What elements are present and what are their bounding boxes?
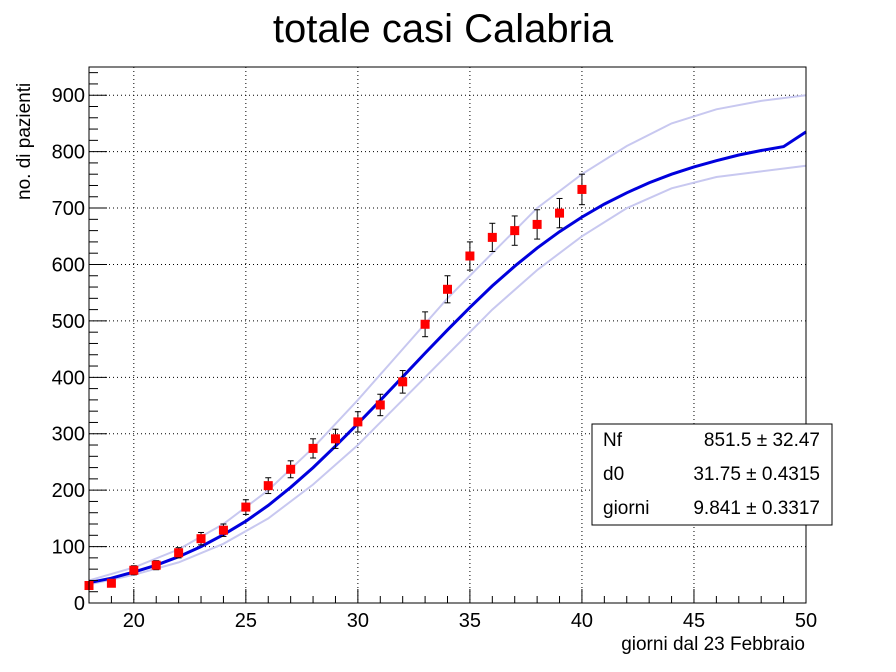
data-point	[443, 284, 452, 294]
stats-name-nf: Nf	[603, 430, 623, 451]
y-tick-label: 500	[52, 311, 85, 333]
chart-title: totale casi Calabria	[273, 7, 614, 51]
data-point	[129, 565, 139, 575]
y-axis-title: no. di pazienti	[14, 83, 35, 200]
x-tick-label: 25	[235, 610, 257, 632]
y-tick-label: 300	[52, 424, 85, 446]
x-axis-title: giorni dal 23 Febbraio	[621, 634, 805, 655]
x-tick-label: 20	[123, 610, 145, 632]
data-point	[263, 481, 273, 491]
y-tick-label: 100	[52, 537, 85, 559]
x-tick-label: 30	[347, 610, 369, 632]
data-point	[151, 560, 161, 570]
stats-name-d0: d0	[603, 464, 624, 485]
stats-value-giorni: 9.841 ± 0.3317	[693, 498, 820, 519]
data-point	[375, 400, 385, 410]
fit-curve	[88, 130, 807, 585]
stats-box-frame	[591, 423, 833, 526]
data-point	[555, 208, 565, 218]
tick-labels: 20 25 30 35 40 45 5001002003004005006007008009…	[52, 85, 818, 632]
data-point	[398, 377, 408, 387]
y-tick-label: 200	[52, 480, 85, 502]
fit-line	[88, 130, 807, 585]
stats-box: Nf 851.5 ± 32.47 d0 31.75 ± 0.4315 giorn…	[591, 423, 833, 526]
data-point	[174, 548, 184, 558]
y-tick-label: 600	[52, 254, 85, 276]
data-point	[465, 251, 475, 261]
stats-value-nf: 851.5 ± 32.47	[704, 430, 820, 451]
data-point	[286, 464, 296, 474]
data-point	[353, 417, 363, 427]
data-point	[308, 443, 318, 453]
data-point	[532, 219, 542, 229]
data-point	[241, 502, 251, 512]
y-tick-label: 700	[52, 198, 85, 220]
data-point	[196, 534, 206, 544]
data-point	[106, 578, 116, 588]
data-point	[218, 525, 228, 535]
data-points	[84, 173, 587, 591]
y-tick-label: 400	[52, 367, 85, 389]
x-tick-label: 45	[683, 610, 705, 632]
stats-value-d0: 31.75 ± 0.4315	[693, 464, 820, 485]
x-tick-label: 40	[571, 610, 593, 632]
y-tick-label: 900	[52, 85, 85, 107]
y-tick-label: 800	[52, 142, 85, 164]
x-tick-label: 35	[459, 610, 481, 632]
x-tick-label: 50	[795, 610, 817, 632]
data-point	[577, 184, 587, 194]
lower-band-line	[88, 164, 807, 586]
data-point	[487, 232, 497, 242]
data-point	[420, 319, 430, 329]
data-point	[510, 226, 520, 236]
y-tick-label: 0	[74, 593, 85, 615]
data-point	[330, 434, 340, 444]
axes	[88, 66, 807, 604]
stats-name-giorni: giorni	[603, 498, 649, 519]
